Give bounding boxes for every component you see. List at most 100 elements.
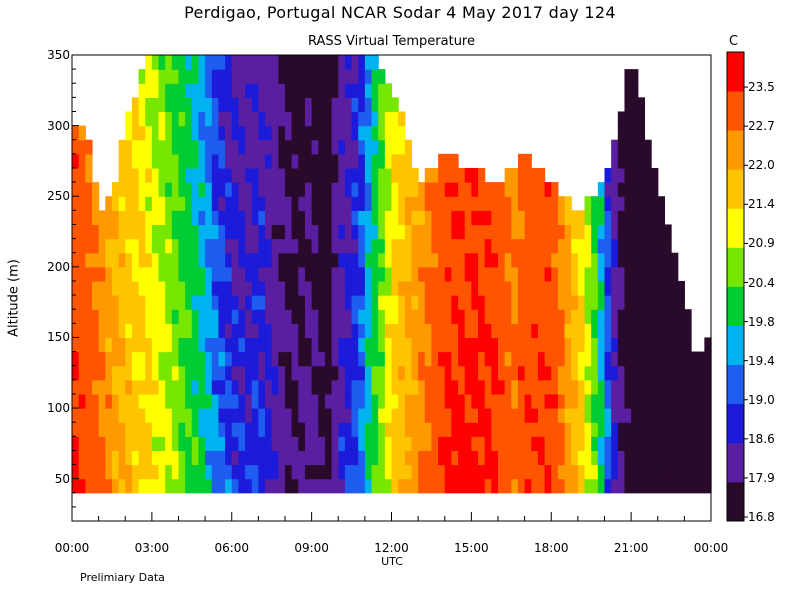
heatmap-cell: [384, 351, 393, 367]
heatmap-cell: [218, 379, 226, 395]
heatmap-cell: [584, 379, 592, 395]
heatmap-cell: [331, 139, 339, 155]
heatmap-cell: [524, 379, 532, 395]
heatmap-cell: [451, 478, 459, 494]
heatmap-cell: [198, 337, 206, 353]
heatmap-cell: [171, 167, 180, 183]
heatmap-cell: [311, 167, 319, 183]
heatmap-cell: [165, 252, 173, 268]
heatmap-cell: [577, 224, 586, 240]
heatmap-cell: [251, 464, 259, 480]
heatmap-cell: [285, 238, 293, 254]
heatmap-cell: [285, 125, 293, 141]
heatmap-cell: [571, 323, 579, 339]
heatmap-cell: [351, 55, 359, 70]
heatmap-cell: [584, 210, 592, 226]
heatmap-cell: [251, 351, 259, 367]
heatmap-cell: [478, 182, 486, 197]
heatmap-cell: [511, 167, 519, 183]
heatmap-cell: [291, 365, 299, 381]
heatmap-cell: [191, 83, 200, 98]
heatmap-cell: [611, 464, 619, 480]
heatmap-cell: [411, 323, 419, 339]
heatmap-cell: [285, 139, 293, 155]
heatmap-cell: [498, 422, 506, 437]
heatmap-cell: [571, 436, 579, 451]
heatmap-cell: [304, 69, 313, 84]
heatmap-cell: [637, 450, 646, 466]
heatmap-cell: [544, 295, 552, 310]
heatmap-cell: [411, 379, 419, 395]
heatmap-cell: [158, 295, 166, 310]
heatmap-cell: [697, 408, 705, 423]
heatmap-cell: [151, 365, 160, 381]
colorbar-segment: [727, 91, 744, 131]
heatmap-cell: [517, 252, 526, 268]
heatmap-cell: [191, 337, 200, 353]
heatmap-cell: [631, 97, 639, 113]
heatmap-cell: [398, 365, 406, 381]
heatmap-cell: [304, 436, 313, 451]
heatmap-cell: [531, 167, 539, 183]
heatmap-cell: [298, 83, 306, 98]
heatmap-cell: [331, 97, 339, 113]
heatmap-cell: [178, 167, 186, 183]
heatmap-cell: [245, 210, 253, 226]
heatmap-cell: [604, 436, 612, 451]
heatmap-cell: [285, 153, 293, 169]
heatmap-cell: [198, 295, 206, 310]
heatmap-cell: [178, 365, 186, 381]
heatmap-cell: [311, 69, 319, 84]
heatmap-cell: [324, 167, 333, 183]
heatmap-cell: [105, 450, 113, 466]
heatmap-cell: [637, 210, 646, 226]
heatmap-cell: [165, 111, 173, 127]
heatmap-cell: [91, 337, 100, 353]
heatmap-cell: [604, 295, 612, 310]
heatmap-cell: [185, 266, 193, 282]
heatmap-cell: [191, 252, 200, 268]
heatmap-cell: [205, 182, 213, 197]
heatmap-cell: [531, 238, 539, 254]
heatmap-cell: [178, 309, 186, 324]
heatmap-cell: [491, 252, 499, 268]
heatmap-cell: [125, 224, 133, 240]
heatmap-cell: [125, 323, 133, 339]
heatmap-cell: [191, 323, 200, 339]
heatmap-cell: [278, 83, 286, 98]
heatmap-cell: [404, 393, 413, 409]
heatmap-cell: [165, 422, 173, 437]
heatmap-cell: [484, 252, 492, 268]
heatmap-cell: [664, 238, 672, 254]
heatmap-cell: [72, 224, 80, 240]
heatmap-cell: [211, 153, 220, 169]
heatmap-cell: [671, 280, 679, 296]
heatmap-cell: [637, 125, 646, 141]
heatmap-cell: [491, 309, 499, 324]
heatmap-cell: [398, 295, 406, 310]
heatmap-cell: [677, 351, 685, 367]
heatmap-cell: [178, 69, 186, 84]
heatmap-cell: [311, 450, 319, 466]
heatmap-cell: [524, 252, 532, 268]
heatmap-cell: [644, 393, 652, 409]
heatmap-cell: [604, 464, 612, 480]
heatmap-cell: [165, 280, 173, 296]
heatmap-cell: [391, 167, 399, 183]
heatmap-cell: [358, 182, 366, 197]
heatmap-cell: [364, 379, 373, 395]
heatmap-cell: [531, 323, 539, 339]
heatmap-cell: [498, 196, 506, 211]
heatmap-cell: [291, 393, 299, 409]
heatmap-cell: [225, 111, 233, 127]
heatmap-cell: [331, 379, 339, 395]
heatmap-cell: [338, 252, 346, 268]
heatmap-cell: [278, 266, 286, 282]
heatmap-cell: [271, 139, 279, 155]
heatmap-cell: [118, 351, 126, 367]
heatmap-cell: [637, 224, 646, 240]
heatmap-cell: [131, 210, 140, 226]
heatmap-cell: [271, 97, 279, 113]
heatmap-cell: [311, 422, 319, 437]
heatmap-cell: [557, 210, 566, 226]
